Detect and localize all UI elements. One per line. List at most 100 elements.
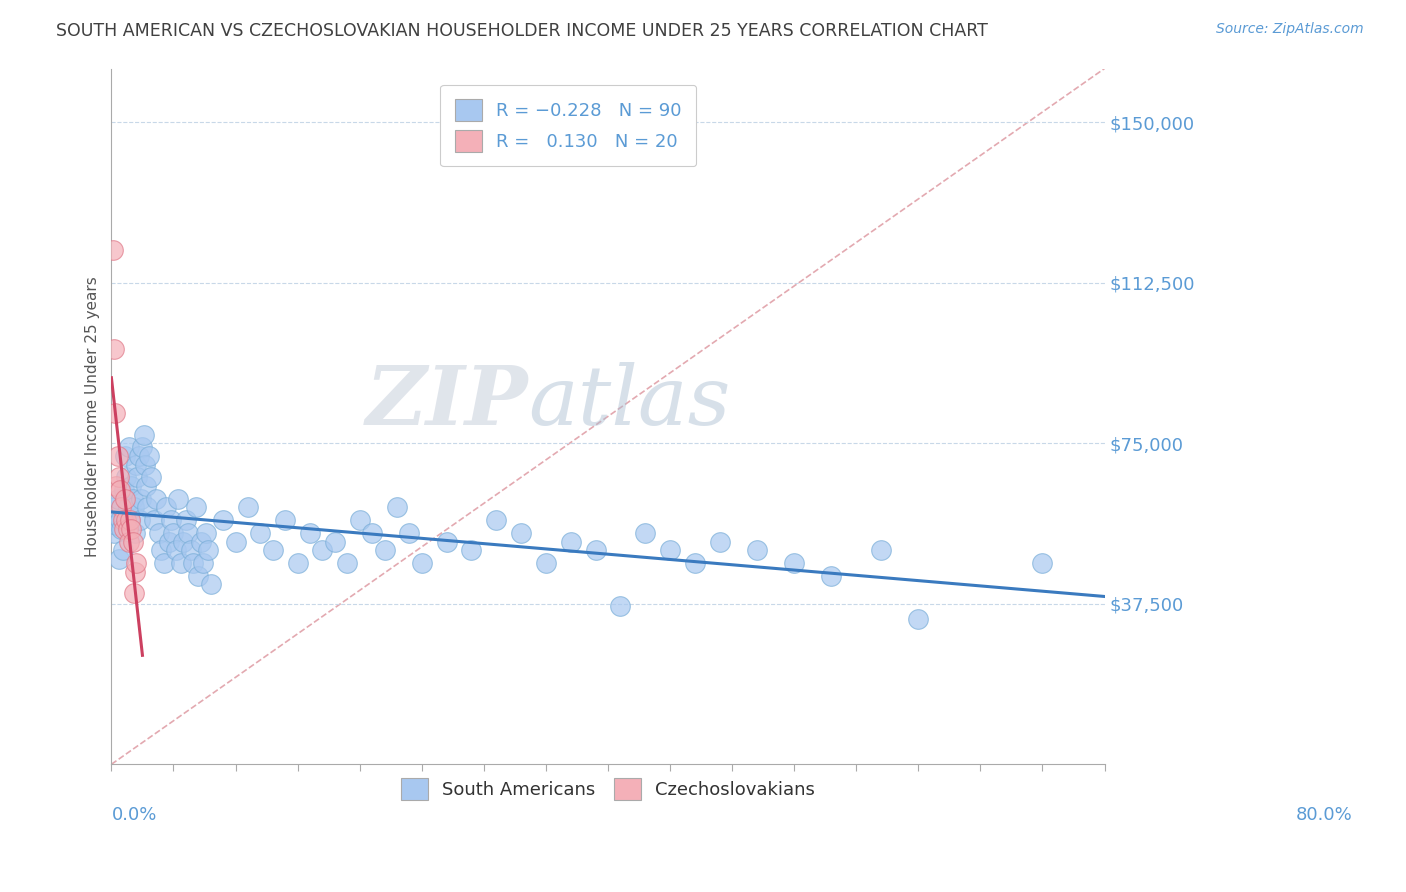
Text: ZIP: ZIP <box>366 362 529 442</box>
Point <box>125 556 148 570</box>
Point <box>142 513 165 527</box>
Point <box>212 513 235 527</box>
Point <box>135 479 157 493</box>
Point <box>634 526 657 541</box>
Point <box>311 543 333 558</box>
Point <box>118 534 141 549</box>
Point <box>134 458 156 472</box>
Point <box>167 491 190 506</box>
Point <box>115 513 138 527</box>
Point <box>131 441 153 455</box>
Text: SOUTH AMERICAN VS CZECHOSLOVAKIAN HOUSEHOLDER INCOME UNDER 25 YEARS CORRELATION : SOUTH AMERICAN VS CZECHOSLOVAKIAN HOUSEH… <box>56 22 988 40</box>
Point <box>170 556 193 570</box>
Point <box>783 556 806 570</box>
Point <box>127 470 149 484</box>
Text: Source: ZipAtlas.com: Source: ZipAtlas.com <box>1216 22 1364 37</box>
Point <box>172 534 194 549</box>
Point <box>197 543 219 558</box>
Point <box>120 479 142 493</box>
Point <box>120 522 142 536</box>
Point <box>485 513 508 527</box>
Point <box>128 449 150 463</box>
Point <box>299 526 322 541</box>
Point <box>108 483 131 498</box>
Point <box>180 543 202 558</box>
Point <box>373 543 395 558</box>
Point <box>136 500 159 515</box>
Point <box>101 513 124 527</box>
Point <box>534 556 557 570</box>
Point <box>139 470 162 484</box>
Point <box>274 513 297 527</box>
Point <box>150 543 173 558</box>
Point <box>155 500 177 515</box>
Point <box>709 534 731 549</box>
Point <box>105 479 128 493</box>
Point <box>745 543 768 558</box>
Point <box>907 612 929 626</box>
Point <box>111 543 134 558</box>
Point <box>121 491 143 506</box>
Point <box>110 500 132 515</box>
Point <box>187 569 209 583</box>
Point <box>103 342 125 356</box>
Point <box>129 513 152 527</box>
Point <box>1031 556 1053 570</box>
Point <box>103 526 125 541</box>
Point <box>190 534 212 549</box>
Y-axis label: Householder Income Under 25 years: Householder Income Under 25 years <box>86 276 100 557</box>
Point <box>118 513 141 527</box>
Point <box>138 449 160 463</box>
Point <box>436 534 458 549</box>
Point <box>152 556 174 570</box>
Point <box>129 491 152 506</box>
Point <box>112 483 135 498</box>
Text: 0.0%: 0.0% <box>111 806 157 824</box>
Point <box>165 543 187 558</box>
Point <box>118 441 141 455</box>
Point <box>249 526 271 541</box>
Point <box>111 513 134 527</box>
Point <box>609 599 631 613</box>
Point <box>104 500 127 515</box>
Point <box>820 569 842 583</box>
Point <box>132 427 155 442</box>
Point <box>200 577 222 591</box>
Legend: South Americans, Czechoslovakians: South Americans, Czechoslovakians <box>394 771 823 807</box>
Point <box>124 526 146 541</box>
Point <box>110 522 132 536</box>
Point <box>683 556 706 570</box>
Point <box>398 526 420 541</box>
Point <box>585 543 607 558</box>
Point <box>510 526 533 541</box>
Point <box>323 534 346 549</box>
Point <box>236 500 259 515</box>
Point <box>336 556 359 570</box>
Point <box>411 556 433 570</box>
Point <box>101 244 124 258</box>
Point <box>385 500 408 515</box>
Point <box>125 458 148 472</box>
Text: 80.0%: 80.0% <box>1296 806 1353 824</box>
Point <box>118 513 141 527</box>
Point <box>177 526 200 541</box>
Point <box>225 534 247 549</box>
Point <box>349 513 371 527</box>
Point <box>193 556 215 570</box>
Point <box>148 526 170 541</box>
Point <box>107 449 129 463</box>
Point <box>117 522 139 536</box>
Point <box>115 470 138 484</box>
Point <box>124 565 146 579</box>
Point <box>114 491 136 506</box>
Point <box>108 551 131 566</box>
Point <box>160 513 183 527</box>
Point <box>361 526 384 541</box>
Point <box>162 526 184 541</box>
Point <box>184 500 207 515</box>
Point <box>108 513 131 527</box>
Point <box>157 534 180 549</box>
Point <box>108 470 131 484</box>
Point <box>560 534 582 549</box>
Point <box>112 522 135 536</box>
